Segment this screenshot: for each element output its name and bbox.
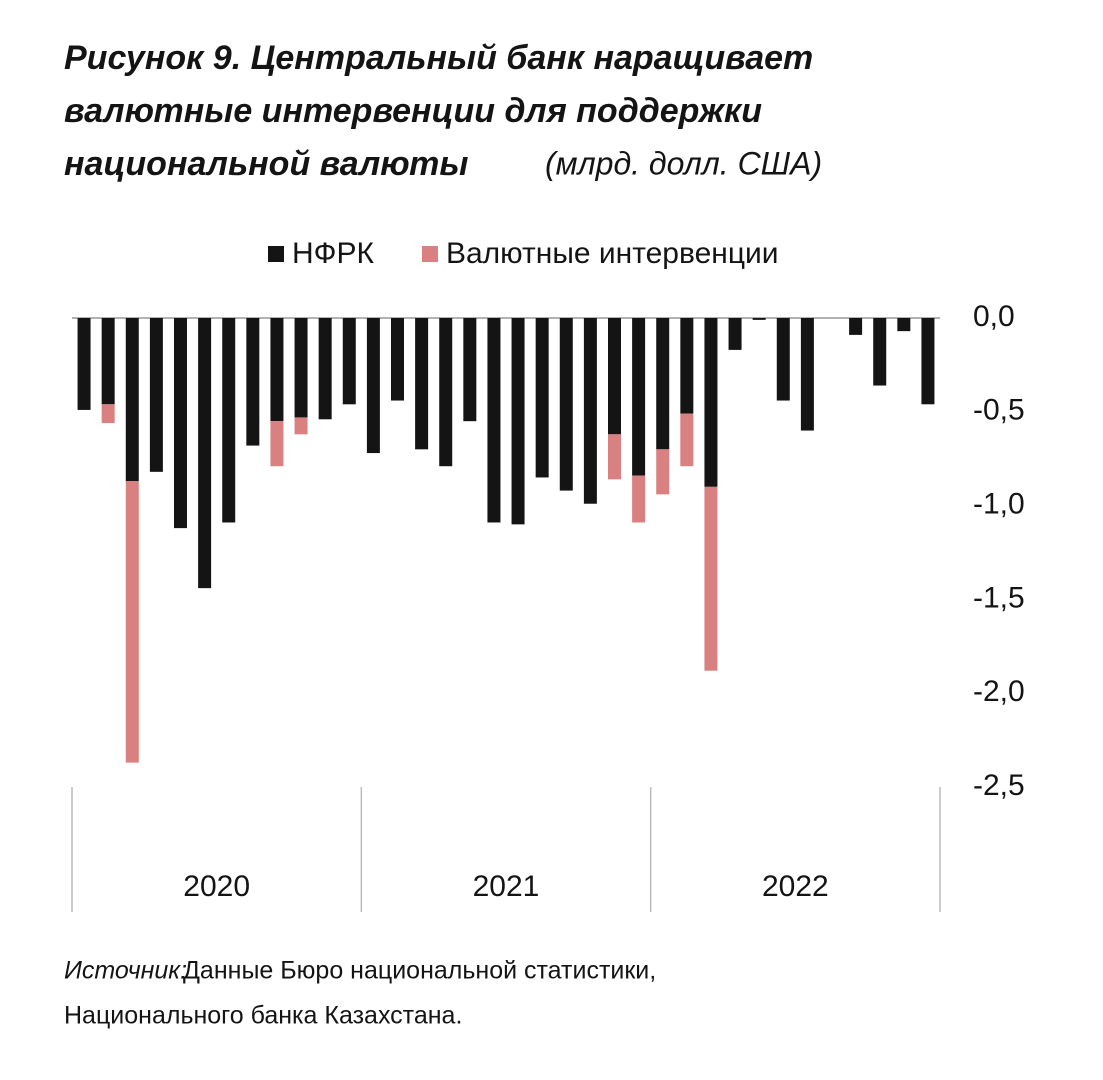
source: Данные Бюро национальной статистики, (183, 957, 656, 985)
bar (222, 318, 236, 523)
y-tick-label: 0,0 (973, 300, 1015, 333)
bar (125, 318, 139, 482)
bar (101, 404, 115, 424)
bar (149, 318, 163, 472)
bar (511, 318, 525, 525)
legend-swatch (421, 246, 438, 262)
y-tick-label: -0,5 (973, 394, 1025, 427)
bar (270, 421, 284, 467)
bar (415, 318, 429, 450)
bar (463, 318, 477, 422)
bar (680, 318, 694, 414)
subtitle: (млрд. долл. США) (545, 145, 822, 181)
y-tick-label: -1,0 (973, 488, 1025, 521)
title-line: валютные интервенции для поддержки (64, 92, 762, 130)
bar (704, 318, 718, 487)
bar (800, 318, 814, 431)
source-label: Источник: (64, 957, 187, 985)
bar (342, 318, 356, 405)
bar (728, 318, 742, 350)
legend-swatch (268, 246, 284, 262)
bar (246, 318, 260, 446)
bar (77, 318, 91, 410)
bar (487, 318, 501, 523)
x-group-label: 2022 (762, 870, 829, 903)
y-tick-label: -2,0 (973, 675, 1025, 708)
bar (849, 318, 863, 335)
bar (535, 318, 549, 478)
bar (174, 318, 187, 529)
bar (632, 318, 646, 476)
bar (921, 318, 935, 405)
bar (608, 434, 621, 480)
bar (294, 318, 308, 418)
bar (583, 318, 597, 504)
bar (873, 318, 887, 386)
bar (752, 318, 766, 320)
bar (897, 318, 911, 332)
bar (270, 318, 284, 422)
x-group-label: 2020 (183, 870, 250, 903)
bar (391, 318, 404, 401)
legend-label: Валютные интервенции (446, 237, 779, 270)
y-tick-label: -1,5 (973, 581, 1025, 614)
x-group-label: 2021 (473, 870, 540, 903)
bar (680, 413, 694, 467)
bar (559, 318, 573, 491)
bar (198, 318, 212, 589)
bar (101, 318, 115, 405)
title-line: Рисунок 9. Центральный банк наращивает (64, 39, 813, 77)
bar (704, 486, 718, 671)
bar (125, 481, 139, 763)
bar (294, 417, 308, 435)
bar (608, 318, 621, 435)
bar (318, 318, 332, 420)
y-tick-label: -2,5 (973, 769, 1025, 802)
bar (366, 318, 380, 454)
source: Национального банка Казахстана. (64, 1002, 462, 1030)
bar (439, 318, 453, 467)
bar (632, 475, 646, 523)
legend-label: НФРК (292, 237, 374, 270)
bar (656, 449, 670, 495)
title-line: национальной валюты (64, 145, 468, 183)
bar (656, 318, 670, 450)
bar (776, 318, 790, 401)
